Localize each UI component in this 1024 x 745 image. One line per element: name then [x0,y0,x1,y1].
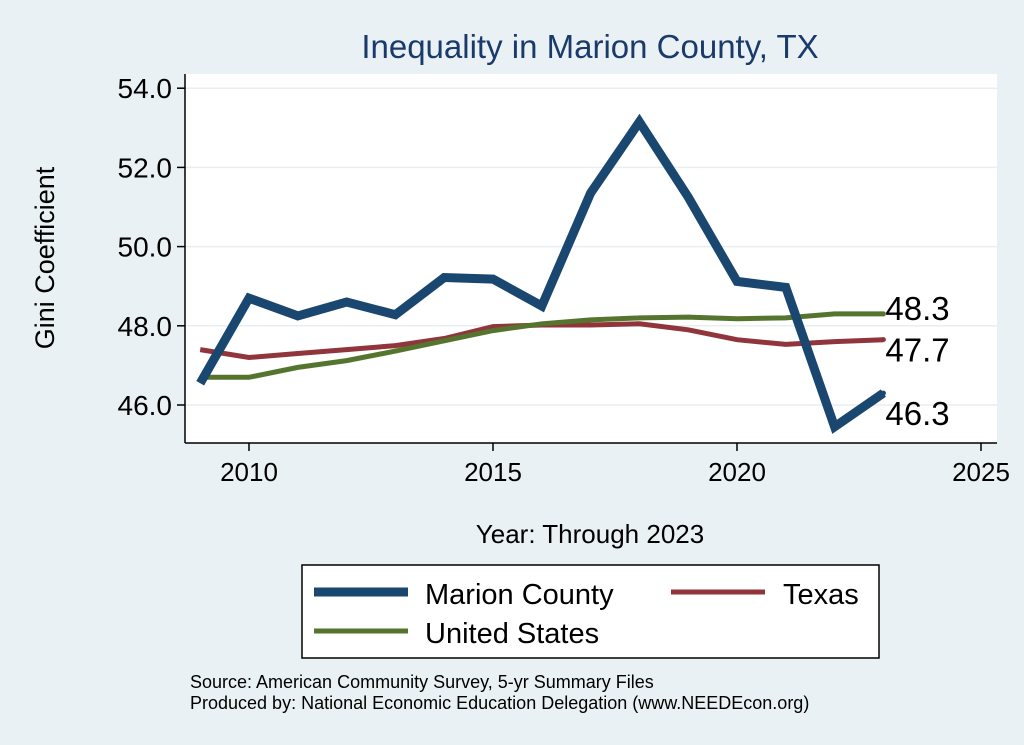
plot-area [185,74,997,443]
series-line-marion-county [196,113,886,434]
end-point-marion-county [880,390,886,396]
legend-label-texas: Texas [783,579,859,611]
y-tick-label: 48.0 [118,311,173,342]
y-tick-label: 52.0 [118,152,173,183]
x-tick-label: 2015 [464,457,522,487]
chart-title: Inequality in Marion County, TX [361,28,818,65]
end-labels: 46.3 47.7 48.3 [885,290,949,432]
end-label-marion-county: 46.3 [885,395,949,432]
legend-box [301,564,880,659]
legend-label-united-states: United States [425,618,599,650]
x-tick-label: 2025 [952,457,1010,487]
producer-note: Produced by: National Economic Education… [190,693,809,713]
y-tick-label: 54.0 [118,73,173,104]
end-label-texas: 47.7 [885,332,949,369]
x-axis-ticks: 2010 2015 2020 2025 [220,443,1010,487]
x-tick-label: 2010 [220,457,278,487]
y-tick-label: 50.0 [118,232,173,263]
y-axis-label: Gini Coefficient [30,166,60,349]
source-note: Source: American Community Survey, 5-yr … [190,672,654,692]
x-tick-label: 2020 [708,457,766,487]
end-label-united-states: 48.3 [885,290,949,327]
y-tick-label: 46.0 [118,390,173,421]
legend-label-marion-county: Marion County [425,579,614,611]
legend: Marion County Texas United States [301,564,880,659]
end-point-united-states [880,311,886,317]
series-layer [196,113,886,434]
y-axis-ticks: 46.0 48.0 50.0 52.0 54.0 [118,73,185,421]
x-axis-label: Year: Through 2023 [476,519,704,549]
end-point-texas [880,337,886,343]
series-line-united-states [200,311,884,380]
axes [184,74,997,444]
